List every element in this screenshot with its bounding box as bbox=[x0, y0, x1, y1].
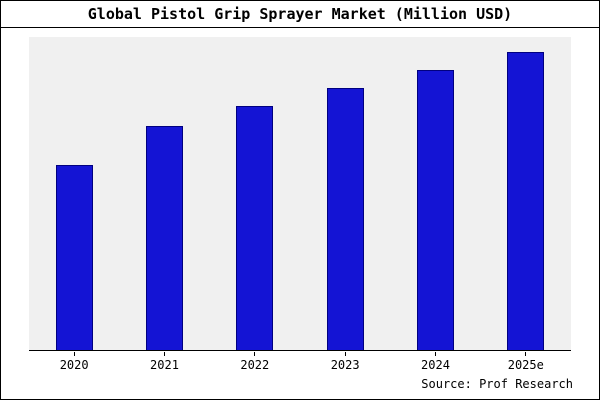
x-tick-cell: 2022 bbox=[210, 352, 300, 372]
bar-2022 bbox=[236, 105, 274, 350]
x-tick-mark bbox=[73, 352, 75, 356]
source-text: Source: Prof Research bbox=[421, 377, 573, 391]
chart-title: Global Pistol Grip Sprayer Market (Milli… bbox=[1, 1, 599, 28]
x-tick-mark bbox=[163, 352, 165, 356]
bar-slot bbox=[390, 37, 480, 350]
x-axis-labels: 2020 2021 2022 2023 2024 2025e bbox=[29, 352, 571, 372]
x-tick-label: 2022 bbox=[240, 358, 270, 372]
bar-2025e bbox=[507, 51, 545, 350]
bar-2020 bbox=[55, 165, 93, 350]
bar-2023 bbox=[326, 87, 364, 350]
bar-slot bbox=[210, 37, 300, 350]
x-tick-cell: 2023 bbox=[300, 352, 390, 372]
x-tick-cell: 2021 bbox=[119, 352, 209, 372]
x-tick-cell: 2024 bbox=[390, 352, 480, 372]
x-tick-label: 2020 bbox=[59, 358, 89, 372]
x-tick-label: 2024 bbox=[421, 358, 450, 372]
bar-slot bbox=[481, 37, 571, 350]
x-tick-mark bbox=[254, 352, 256, 356]
bar-2021 bbox=[145, 126, 183, 350]
x-tick-mark bbox=[525, 352, 527, 356]
bar-slot bbox=[119, 37, 209, 350]
x-tick-label: 2023 bbox=[330, 358, 360, 372]
x-tick-mark bbox=[434, 352, 436, 356]
x-tick-label: 2021 bbox=[150, 358, 179, 372]
x-tick-cell: 2020 bbox=[29, 352, 119, 372]
x-tick-cell: 2025e bbox=[481, 352, 571, 372]
bar-2024 bbox=[416, 69, 454, 350]
x-tick-mark bbox=[344, 352, 346, 356]
bar-slot bbox=[300, 37, 390, 350]
bar-slot bbox=[29, 37, 119, 350]
x-tick-label: 2025e bbox=[507, 358, 544, 372]
plot-area bbox=[29, 37, 571, 351]
bars-container bbox=[29, 37, 571, 350]
